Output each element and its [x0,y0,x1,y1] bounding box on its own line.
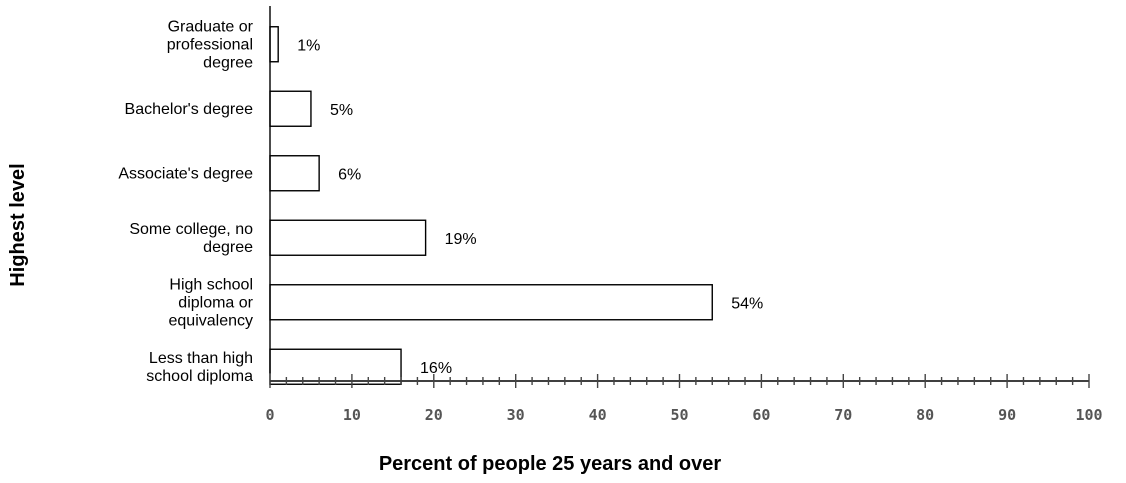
bar-value-label: 5% [330,102,353,119]
bar [269,284,713,321]
x-tick-label: 100 [1075,406,1102,424]
x-axis-title: Percent of people 25 years and over [379,453,722,475]
x-tick-label: 0 [265,406,274,424]
x-axis-ticks [269,374,1090,388]
bar [269,155,320,192]
x-tick-label: 40 [589,406,607,424]
x-tick-label: 10 [343,406,361,424]
category-label: High school diploma or equivalency [169,276,254,329]
category-labels: Graduate or professional degree Bachelor's … [118,18,253,385]
bar-value-label: 54% [731,295,763,312]
x-tick-label: 60 [752,406,770,424]
bar-value-label: 1% [297,37,320,54]
category-label: Associate's degree [118,165,253,182]
bar [269,90,312,127]
category-label: Bachelor's degree [125,101,254,118]
category-label: Less than high school diploma [146,350,253,385]
y-axis-title: Highest level [7,163,29,286]
bar-value-label: 6% [338,166,361,183]
x-tick-labels: 0 10 20 30 40 50 60 70 80 90 100 [265,406,1102,424]
bar [269,219,427,256]
category-label: Graduate or professional degree [167,18,254,71]
x-tick-label: 70 [834,406,852,424]
bar-value-label: 16% [420,360,452,377]
bars [269,26,713,385]
category-label: Some college, no degree [129,221,253,256]
bar [269,26,279,63]
x-tick-label: 90 [998,406,1016,424]
x-tick-label: 30 [507,406,525,424]
x-tick-label: 50 [670,406,688,424]
x-tick-label: 20 [425,406,443,424]
bar-value-label: 19% [445,231,477,248]
x-tick-label: 80 [916,406,934,424]
value-labels: 1% 5% 6% 19% 54% 16% [297,37,763,377]
